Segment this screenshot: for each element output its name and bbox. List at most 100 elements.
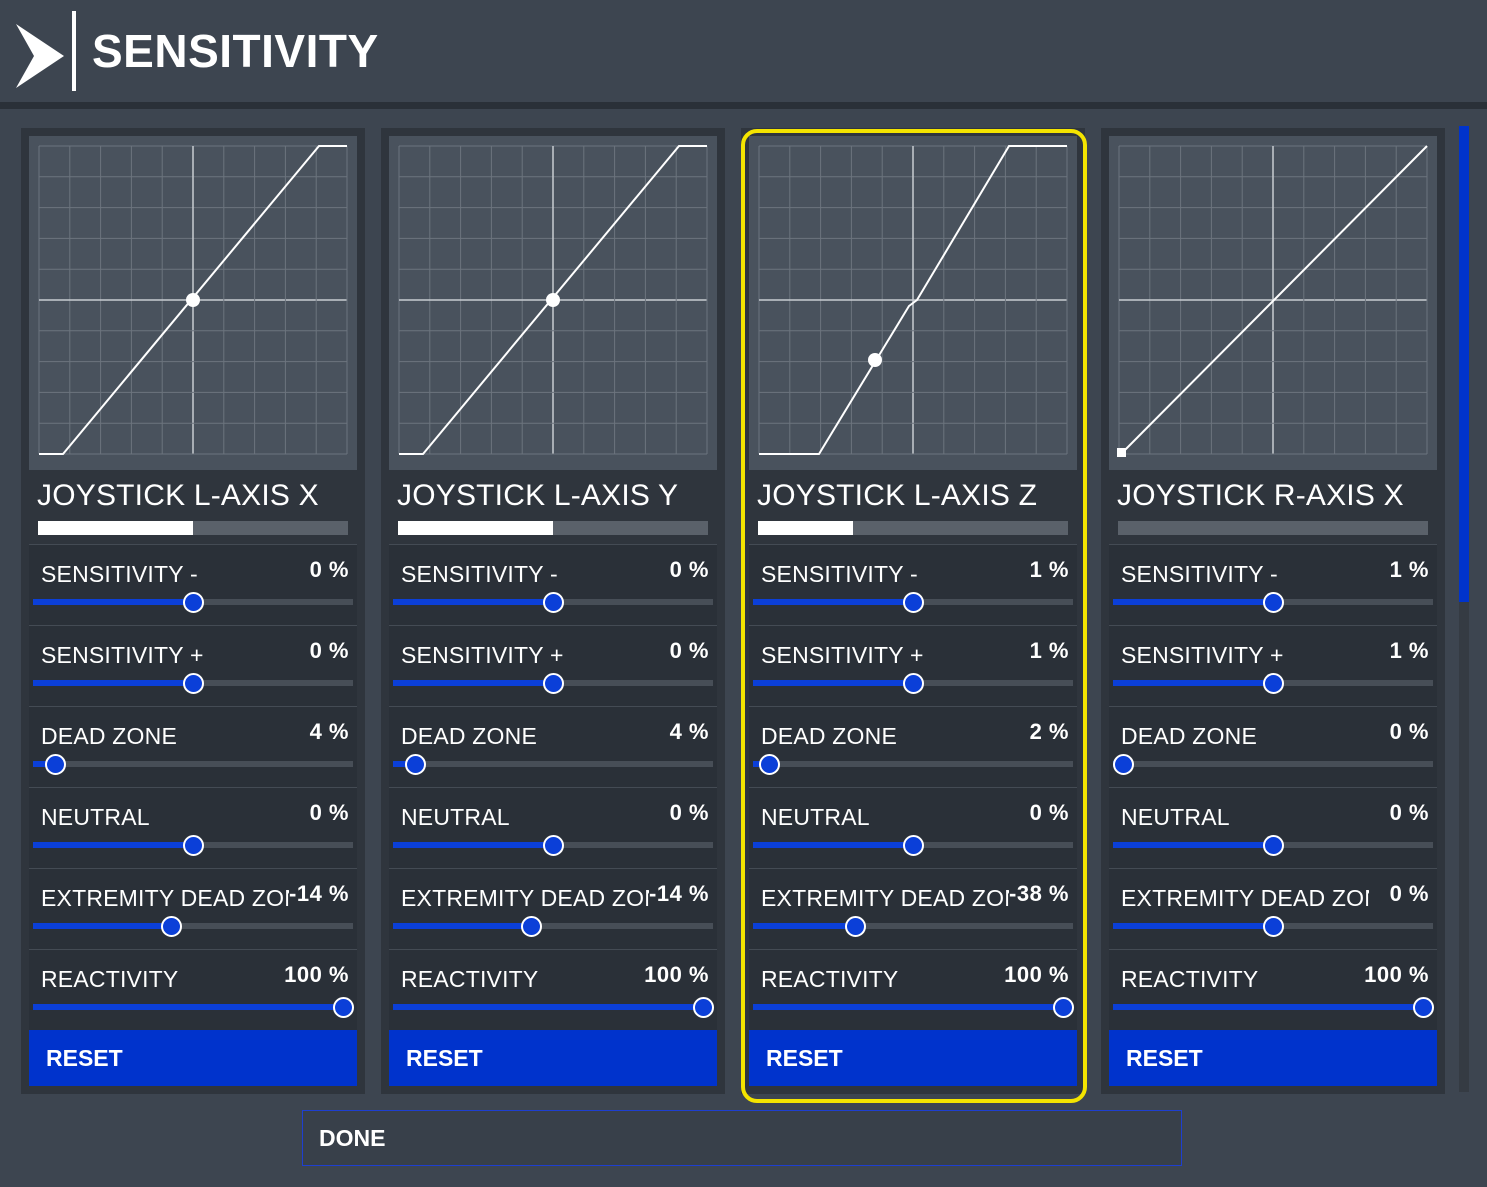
setting-value: 1 % [1029,557,1069,582]
setting-row[interactable]: EXTREMITY DEAD ZONE-14 % [29,868,357,949]
axis-input-meter [758,521,1068,535]
setting-row[interactable]: SENSITIVITY - 1 % [749,544,1077,625]
setting-row[interactable]: SENSITIVITY + 0 % [29,625,357,706]
axis-card-l-axis-y[interactable]: JOYSTICK L-AXIS Y SENSITIVITY -0 % SENSIT… [381,128,725,1094]
setting-slider[interactable] [33,1004,353,1010]
slider-handle[interactable] [1263,835,1284,856]
setting-label: DEAD ZONE [41,723,177,749]
slider-handle[interactable] [845,916,867,937]
slider-handle[interactable] [1053,997,1075,1018]
setting-slider[interactable] [393,923,713,929]
setting-value: 0 % [1389,800,1429,825]
setting-row[interactable]: DEAD ZONE 0 % [1109,706,1437,787]
slider-handle[interactable] [183,835,204,856]
setting-slider[interactable] [753,923,1073,929]
setting-value: 100 % [284,962,349,987]
setting-row[interactable]: EXTREMITY DEAD ZONE-14 % [389,868,717,949]
setting-value: 2 % [1029,719,1069,744]
setting-row[interactable]: EXTREMITY DEAD ZONE-38 % [749,868,1077,949]
slider-handle[interactable] [1263,916,1284,937]
setting-label: REACTIVITY [1121,966,1259,992]
setting-row[interactable]: DEAD ZONE 2 % [749,706,1077,787]
header-separator [0,102,1487,109]
setting-label: EXTREMITY DEAD ZONE [1121,885,1369,911]
response-curve-line [1120,145,1428,455]
slider-handle[interactable] [160,916,182,937]
setting-label: SENSITIVITY + [1121,642,1284,668]
setting-label: REACTIVITY [761,966,899,992]
slider-handle[interactable] [543,835,564,856]
setting-row[interactable]: DEAD ZONE 4 % [29,706,357,787]
slider-handle[interactable] [45,754,67,775]
page-title: SENSITIVITY [92,25,379,77]
setting-label: SENSITIVITY - [401,561,558,587]
setting-row[interactable]: SENSITIVITY + 0 % [389,625,717,706]
setting-value: -14 % [289,881,349,906]
setting-slider[interactable] [393,761,713,767]
setting-row[interactable]: NEUTRAL 0 % [749,787,1077,868]
slider-handle[interactable] [1263,673,1284,694]
setting-label: NEUTRAL [401,804,510,830]
scrollbar-track[interactable] [1459,126,1469,1092]
setting-row[interactable]: REACTIVITY 100 % [29,949,357,1030]
done-button[interactable]: DONE [302,1110,1182,1166]
axis-card-l-axis-x[interactable]: JOYSTICK L-AXIS X SENSITIVITY -0 % SENSIT… [21,128,365,1094]
slider-handle[interactable] [183,673,204,694]
slider-handle[interactable] [405,754,427,775]
setting-row[interactable]: REACTIVITY 100 % [389,949,717,1030]
setting-slider[interactable] [1113,761,1433,767]
setting-label: EXTREMITY DEAD ZONE [761,885,1009,911]
axis-card-l-axis-z[interactable]: JOYSTICK L-AXIS Z SENSITIVITY -1 % SENSIT… [741,128,1085,1094]
setting-label: NEUTRAL [41,804,150,830]
setting-slider[interactable] [33,761,353,767]
setting-value: 0 % [1389,881,1429,906]
slider-handle[interactable] [903,592,924,613]
setting-slider[interactable] [753,1004,1073,1010]
axis-name: JOYSTICK L-AXIS Z [757,479,1038,512]
slider-handle[interactable] [1413,997,1435,1018]
slider-handle[interactable] [1263,592,1284,613]
slider-handle[interactable] [183,592,204,613]
setting-row[interactable]: NEUTRAL 0 % [1109,787,1437,868]
axis-name: JOYSTICK R-AXIS X [1117,479,1404,512]
axis-card-r-axis-x[interactable]: JOYSTICK R-AXIS X SENSITIVITY -1 % SENSIT… [1101,128,1445,1094]
slider-handle[interactable] [903,673,924,694]
slider-handle[interactable] [543,673,564,694]
setting-row[interactable]: SENSITIVITY + 1 % [1109,625,1437,706]
reset-button[interactable]: RESET [389,1030,717,1086]
setting-row[interactable]: SENSITIVITY - 1 % [1109,544,1437,625]
curve-position-marker [546,293,560,307]
setting-slider[interactable] [1113,1004,1433,1010]
setting-value: 0 % [1029,800,1069,825]
response-curve-graph [749,136,1077,470]
setting-value: 0 % [669,638,709,663]
setting-row[interactable]: SENSITIVITY - 0 % [389,544,717,625]
setting-row[interactable]: SENSITIVITY - 0 % [29,544,357,625]
reset-button[interactable]: RESET [29,1030,357,1086]
slider-handle[interactable] [903,835,924,856]
setting-slider[interactable] [33,923,353,929]
setting-row[interactable]: REACTIVITY 100 % [749,949,1077,1030]
slider-handle[interactable] [759,754,780,775]
slider-handle[interactable] [1112,754,1134,775]
curve-position-marker [1117,448,1126,457]
setting-row[interactable]: REACTIVITY 100 % [1109,949,1437,1030]
slider-handle[interactable] [543,592,564,613]
setting-row[interactable]: NEUTRAL 0 % [389,787,717,868]
reset-button[interactable]: RESET [749,1030,1077,1086]
setting-row[interactable]: DEAD ZONE 4 % [389,706,717,787]
slider-handle[interactable] [693,997,715,1018]
setting-row[interactable]: EXTREMITY DEAD ZONE 0 % [1109,868,1437,949]
setting-value: 0 % [669,800,709,825]
slider-handle[interactable] [333,997,355,1018]
setting-row[interactable]: NEUTRAL 0 % [29,787,357,868]
reset-button[interactable]: RESET [1109,1030,1437,1086]
response-curve-graph [1109,136,1437,470]
slider-handle[interactable] [520,916,542,937]
chevron-right-icon [16,24,64,88]
setting-label: REACTIVITY [401,966,539,992]
setting-slider[interactable] [393,1004,713,1010]
setting-row[interactable]: SENSITIVITY + 1 % [749,625,1077,706]
setting-slider[interactable] [753,761,1073,767]
scrollbar-thumb[interactable] [1459,126,1469,602]
